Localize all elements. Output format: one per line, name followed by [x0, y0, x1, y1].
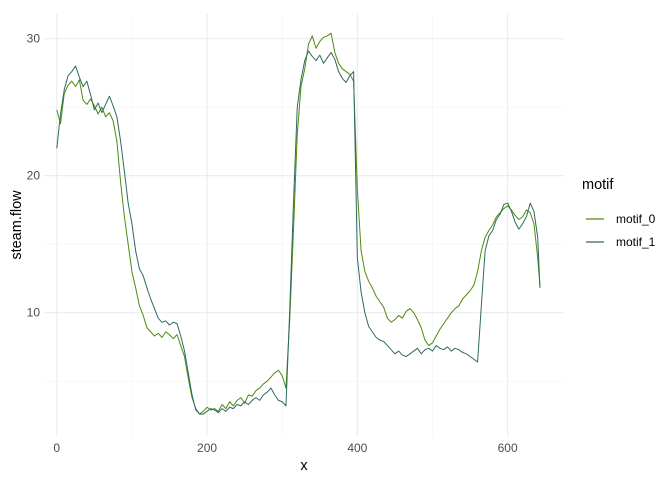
legend-item-motif-0: motif_0: [586, 212, 656, 226]
legend-item-motif-1: motif_1: [586, 235, 656, 249]
x-axis-tick-labels: 0 200 400 600: [53, 441, 518, 455]
legend-label: motif_1: [616, 235, 656, 249]
y-tick-label: 30: [27, 32, 41, 46]
major-gridlines: [44, 14, 564, 436]
x-tick-label: 600: [498, 441, 518, 455]
y-axis-tick-labels: 10 20 30: [27, 32, 41, 320]
y-tick-label: 20: [27, 169, 41, 183]
y-axis-title: steam.flow: [9, 190, 25, 260]
series-lines: [56, 32, 541, 415]
x-axis-title: x: [300, 458, 308, 474]
series-line-motif-0: [56, 32, 541, 415]
x-tick-label: 200: [197, 441, 217, 455]
legend-label: motif_0: [616, 212, 656, 226]
legend: motif motif_0 motif_1: [582, 177, 656, 249]
x-tick-label: 0: [53, 441, 60, 455]
minor-gridlines: [44, 14, 564, 436]
series-line-motif-1: [56, 50, 541, 415]
legend-items: motif_0 motif_1: [586, 212, 656, 249]
legend-title: motif: [582, 177, 614, 193]
y-tick-label: 10: [27, 306, 41, 320]
x-tick-label: 400: [347, 441, 367, 455]
